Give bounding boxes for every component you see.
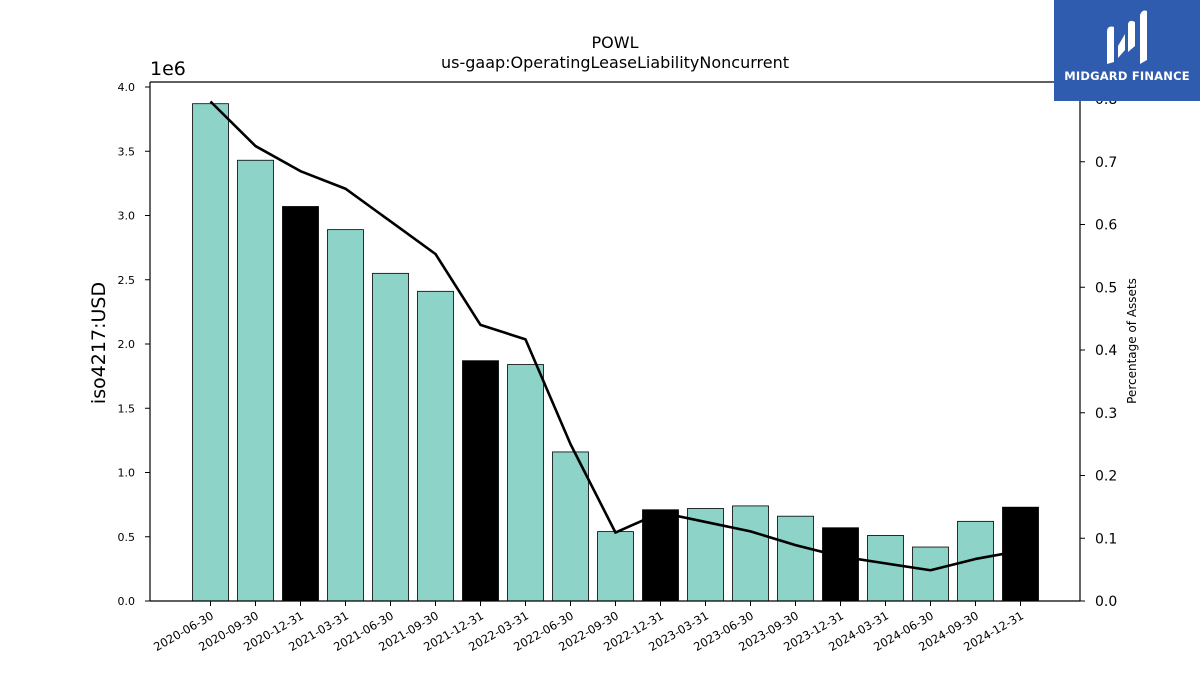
bar bbox=[822, 527, 859, 602]
y2-axis-label: Percentage of Assets bbox=[1125, 278, 1139, 404]
y-axis-label: iso4217:USD bbox=[88, 282, 110, 404]
y-tick-label: 2.0 bbox=[118, 338, 136, 351]
y-tick-label: 0.5 bbox=[118, 531, 136, 544]
y-tick-label: 4.0 bbox=[118, 81, 136, 94]
bar bbox=[912, 546, 949, 602]
bar bbox=[597, 531, 634, 602]
midgard-m-icon bbox=[1107, 10, 1147, 64]
y2-tick-label: 0.3 bbox=[1095, 406, 1117, 422]
y2-tick-label: 0.6 bbox=[1095, 218, 1117, 234]
y2-tick-label: 0.5 bbox=[1095, 280, 1117, 296]
bar bbox=[732, 505, 769, 602]
y2-tick-label: 0.0 bbox=[1095, 594, 1117, 610]
y2-tick-label: 0.7 bbox=[1095, 155, 1117, 171]
y-tick-label: 1.0 bbox=[118, 467, 136, 480]
chart-subtitle: us-gaap:OperatingLeaseLiabilityNoncurren… bbox=[441, 53, 789, 72]
y-tick-label: 2.5 bbox=[118, 274, 136, 287]
y2-tick-label: 0.1 bbox=[1095, 531, 1117, 547]
y2-tick-label: 0.4 bbox=[1095, 343, 1117, 359]
x-axis-ticks: 2020-06-302020-09-302020-12-312021-03-31… bbox=[151, 601, 1026, 654]
bar-series bbox=[192, 103, 1039, 602]
bar bbox=[552, 451, 589, 602]
bar bbox=[867, 535, 904, 602]
bar bbox=[327, 229, 364, 602]
bar bbox=[642, 509, 679, 602]
y2-axis-ticks: 0.00.10.20.30.40.50.60.70.8 bbox=[1080, 92, 1117, 610]
y-tick-label: 1.5 bbox=[118, 402, 136, 415]
percentage-line bbox=[209, 100, 1021, 572]
percentage-line-series bbox=[209, 100, 1021, 572]
bar bbox=[462, 360, 499, 602]
bar bbox=[237, 159, 274, 602]
y-tick-label: 3.0 bbox=[118, 210, 136, 223]
y2-tick-label: 0.2 bbox=[1095, 469, 1117, 485]
y-tick-label: 0.0 bbox=[118, 595, 136, 608]
brand-name: MIDGARD FINANCE bbox=[1064, 69, 1190, 83]
bar bbox=[417, 290, 454, 602]
bar bbox=[507, 364, 544, 602]
bar bbox=[192, 103, 229, 602]
bar bbox=[282, 206, 319, 602]
bar bbox=[777, 515, 814, 602]
chart-title: POWL bbox=[592, 33, 639, 52]
y-tick-label: 3.5 bbox=[118, 145, 136, 158]
y-scale-label: 1e6 bbox=[150, 58, 186, 80]
y-axis-ticks: 0.0 0.5 1.0 1.5 2.0 2.5 3.0 3.5 4.0 bbox=[118, 81, 150, 608]
bar bbox=[372, 272, 409, 602]
brand-logo: MIDGARD FINANCE bbox=[1054, 0, 1200, 101]
